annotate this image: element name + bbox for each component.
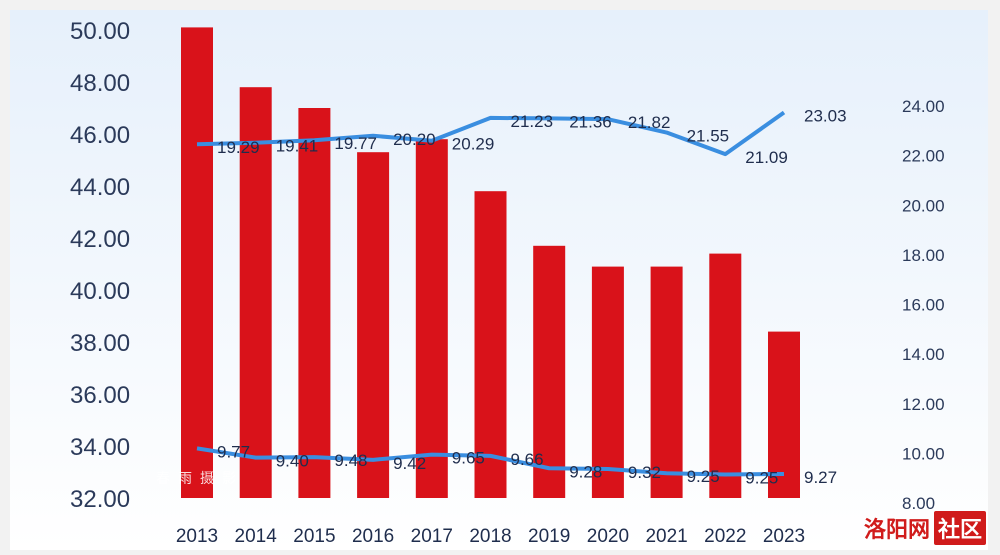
data-label: 9.27 [804, 468, 837, 487]
right-axis: 24.00 22.00 20.00 18.00 16.00 14.00 12.00 10.00… [902, 97, 945, 513]
data-label: 9.66 [511, 450, 544, 469]
x-tick-label: 2015 [293, 526, 335, 547]
data-label: 9.48 [334, 451, 367, 470]
data-label: 9.25 [745, 468, 778, 487]
data-label: 20.29 [452, 135, 495, 154]
bar [239, 87, 272, 498]
bar [357, 152, 390, 498]
bar [533, 245, 566, 498]
left-tick-label: 32.00 [70, 486, 130, 513]
right-tick-label: 24.00 [902, 97, 945, 116]
x-tick-label: 2022 [704, 526, 746, 547]
right-tick-label: 12.00 [902, 395, 945, 414]
right-tick-label: 18.00 [902, 246, 945, 265]
right-tick-label: 8.00 [902, 494, 935, 513]
x-tick-label: 2018 [469, 526, 511, 547]
x-tick-label: 2019 [528, 526, 570, 547]
data-label: 21.23 [511, 112, 554, 131]
data-label: 9.32 [628, 463, 661, 482]
data-label: 19.29 [217, 138, 260, 157]
right-tick-label: 14.00 [902, 345, 945, 364]
x-tick-label: 2023 [763, 526, 805, 547]
x-tick-label: 2014 [235, 526, 278, 547]
x-tick-label: 2016 [352, 526, 394, 547]
x-tick-label: 2017 [411, 526, 453, 547]
data-label: 23.03 [804, 106, 847, 125]
left-tick-label: 50.00 [70, 18, 130, 45]
bar [181, 27, 213, 499]
right-tick-label: 22.00 [902, 147, 945, 166]
left-axis: 50.00 48.00 46.00 44.00 42.00 40.00 38.00 36.00… [70, 18, 130, 513]
left-tick-label: 34.00 [70, 434, 130, 461]
data-label: 9.40 [276, 452, 309, 471]
watermark-site-name: 洛阳网 [863, 517, 930, 543]
left-tick-label: 46.00 [70, 122, 130, 149]
x-tick-label: 2020 [587, 526, 629, 547]
right-tick-label: 10.00 [902, 444, 945, 463]
left-tick-label: 36.00 [70, 382, 130, 409]
data-label: 9.25 [687, 467, 720, 486]
x-tick-label: 2013 [176, 526, 218, 547]
watermark-logo: 洛阳网 社区 [864, 511, 986, 545]
watermark-community: 社区 [933, 511, 986, 545]
left-tick-label: 38.00 [70, 330, 130, 357]
bar [298, 108, 331, 498]
data-label: 9.77 [217, 442, 250, 461]
left-tick-label: 42.00 [70, 226, 130, 253]
left-tick-label: 40.00 [70, 278, 130, 305]
line-series [196, 110, 786, 477]
series-line [196, 446, 785, 477]
x-tick-label: 2021 [645, 526, 687, 547]
series-line [196, 110, 786, 157]
x-axis: 2013 2014 2015 2016 2017 2018 2019 2020 2021 2022… [176, 526, 805, 547]
left-tick-label: 48.00 [70, 70, 130, 97]
data-label: 9.42 [393, 454, 426, 473]
bar-series [181, 27, 800, 499]
data-label: 9.28 [569, 462, 602, 481]
data-label: 20.20 [393, 130, 436, 149]
bar [768, 331, 800, 498]
bar [474, 191, 507, 498]
data-labels: 19.29 19.41 19.77 20.20 20.29 21.23 21.36 21.82… [217, 106, 847, 487]
data-label: 19.41 [276, 137, 319, 156]
left-tick-label: 44.00 [70, 174, 130, 201]
right-tick-label: 20.00 [902, 196, 945, 215]
photo-credit-text: 春雨摄影 [156, 471, 244, 487]
bar [415, 139, 448, 498]
data-label: 21.09 [745, 148, 788, 167]
data-label: 21.82 [628, 113, 671, 132]
bar [709, 253, 742, 498]
data-label: 21.36 [569, 112, 612, 131]
data-label: 21.55 [687, 127, 730, 146]
data-label: 9.65 [452, 449, 485, 468]
right-tick-label: 16.00 [902, 296, 945, 315]
bar [591, 266, 624, 498]
bar [650, 266, 683, 498]
data-label: 19.77 [334, 134, 377, 153]
